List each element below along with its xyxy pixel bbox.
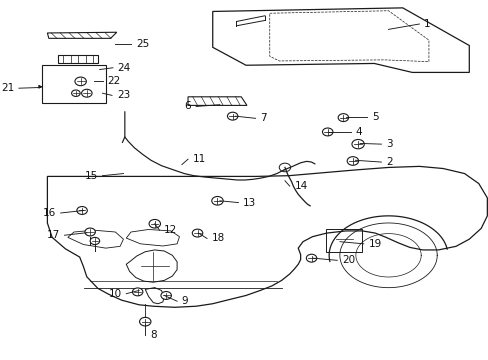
Circle shape	[71, 90, 80, 96]
Text: 10: 10	[108, 289, 121, 299]
Text: 14: 14	[294, 181, 307, 191]
Circle shape	[85, 228, 95, 236]
Circle shape	[132, 288, 142, 296]
Circle shape	[75, 77, 86, 86]
Text: 8: 8	[150, 330, 156, 340]
Text: 7: 7	[260, 113, 266, 123]
Text: 11: 11	[192, 154, 205, 164]
Text: 25: 25	[136, 39, 149, 49]
Text: 12: 12	[164, 225, 177, 235]
Text: 24: 24	[118, 63, 131, 73]
Text: 21: 21	[1, 83, 14, 93]
Text: 13: 13	[243, 198, 256, 208]
Text: 16: 16	[42, 208, 56, 218]
Text: 20: 20	[341, 255, 354, 265]
Text: 2: 2	[386, 157, 392, 167]
Text: 19: 19	[368, 239, 381, 249]
Circle shape	[90, 237, 100, 244]
Text: 6: 6	[184, 102, 191, 112]
Circle shape	[192, 229, 203, 237]
Text: 3: 3	[386, 139, 392, 149]
Text: 9: 9	[182, 296, 188, 306]
Text: 18: 18	[211, 233, 224, 243]
Text: 1: 1	[423, 19, 430, 29]
Text: 4: 4	[355, 127, 361, 136]
Circle shape	[81, 89, 92, 97]
Text: 17: 17	[46, 230, 60, 240]
Text: 22: 22	[107, 76, 120, 86]
Text: 15: 15	[84, 171, 98, 181]
Circle shape	[161, 292, 171, 300]
Text: 23: 23	[117, 90, 130, 100]
Text: 5: 5	[371, 112, 378, 122]
